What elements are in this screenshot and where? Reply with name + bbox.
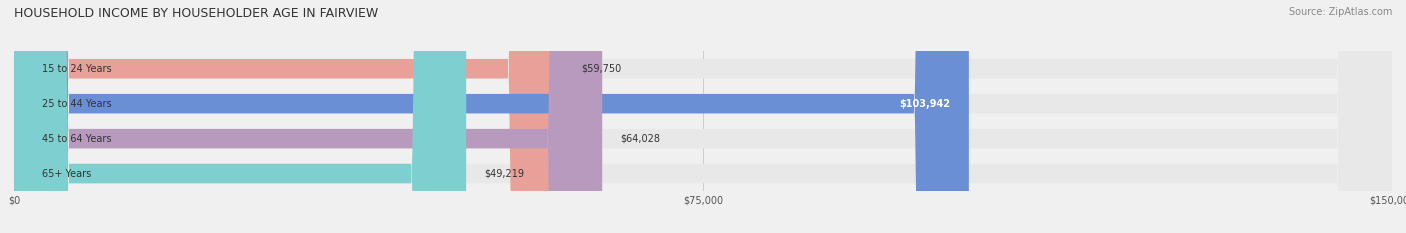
Text: $64,028: $64,028	[620, 134, 661, 144]
Text: $59,750: $59,750	[581, 64, 621, 74]
Text: $103,942: $103,942	[900, 99, 950, 109]
FancyBboxPatch shape	[14, 0, 1392, 233]
FancyBboxPatch shape	[14, 0, 562, 233]
Text: 65+ Years: 65+ Years	[42, 169, 91, 178]
Text: 25 to 44 Years: 25 to 44 Years	[42, 99, 111, 109]
FancyBboxPatch shape	[14, 0, 1392, 233]
Text: Source: ZipAtlas.com: Source: ZipAtlas.com	[1288, 7, 1392, 17]
Text: $49,219: $49,219	[485, 169, 524, 178]
FancyBboxPatch shape	[14, 0, 969, 233]
Text: 45 to 64 Years: 45 to 64 Years	[42, 134, 111, 144]
Text: HOUSEHOLD INCOME BY HOUSEHOLDER AGE IN FAIRVIEW: HOUSEHOLD INCOME BY HOUSEHOLDER AGE IN F…	[14, 7, 378, 20]
FancyBboxPatch shape	[14, 0, 1392, 233]
Text: 15 to 24 Years: 15 to 24 Years	[42, 64, 111, 74]
FancyBboxPatch shape	[14, 0, 467, 233]
FancyBboxPatch shape	[14, 0, 602, 233]
FancyBboxPatch shape	[14, 0, 1392, 233]
